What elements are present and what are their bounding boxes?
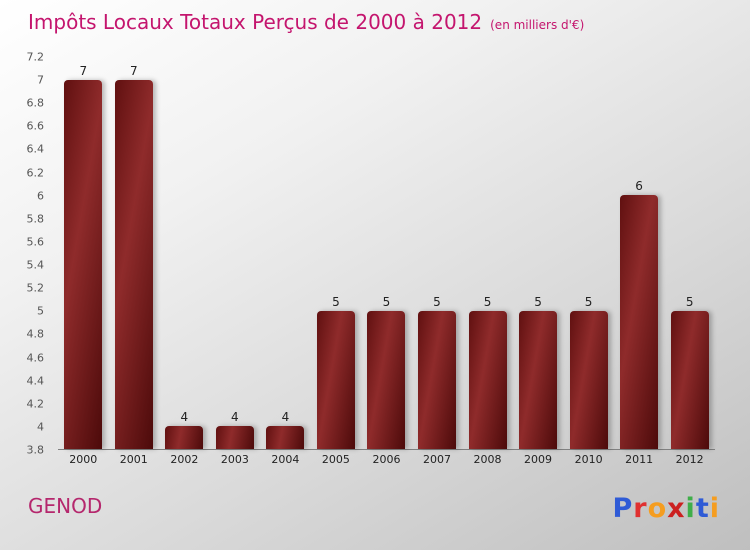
bar-slot: 5 (311, 57, 362, 449)
bar: 5 (367, 295, 406, 449)
bar-value-label: 7 (129, 64, 138, 79)
y-tick-label: 5.4 (26, 258, 45, 272)
bar-value-label: 4 (281, 409, 290, 424)
x-tick-label: 2007 (422, 453, 451, 466)
bar-value-label: 5 (584, 294, 593, 309)
y-tick-label: 6.6 (26, 119, 45, 133)
x-tick-label: 2006 (372, 453, 401, 466)
bar: 7 (64, 64, 103, 449)
bar-value-label: 5 (483, 294, 492, 309)
bar-slot: 5 (412, 57, 463, 449)
bar-slot: 4 (260, 57, 311, 449)
logo-letter: i (709, 493, 720, 524)
y-tick-label: 4.6 (26, 351, 45, 365)
x-tick-label: 2008 (473, 453, 502, 466)
y-tick-label: 4.2 (26, 397, 45, 411)
logo-letter: P (612, 493, 634, 524)
bar: 6 (620, 179, 659, 449)
y-tick-label: 4.4 (26, 374, 45, 388)
x-tick-label: 2010 (574, 453, 603, 466)
y-tick-label: 5.6 (26, 235, 45, 249)
logo-letter: r (633, 493, 648, 524)
bar-slot: 5 (664, 57, 715, 449)
chart-header: Impôts Locaux Totaux Perçus de 2000 à 20… (28, 10, 584, 34)
x-tick-label: 2001 (119, 453, 148, 466)
bar: 5 (569, 295, 608, 449)
logo-letter: x (667, 493, 686, 524)
bar-value-label: 5 (433, 294, 441, 309)
bar: 5 (468, 295, 507, 449)
x-axis: 2000 2001 2002 2003 2004 2005 2006 2007 2008 2009… (58, 453, 715, 466)
bar: 4 (215, 410, 254, 449)
bar-slot: 7 (58, 57, 109, 449)
y-tick-label: 5.8 (26, 212, 45, 226)
bar: 4 (165, 410, 204, 449)
bar: 5 (519, 295, 558, 449)
page-title: Impôts Locaux Totaux Perçus de 2000 à 20… (28, 10, 483, 34)
proxiti-logo: Proxiti (612, 493, 720, 524)
bar: 4 (266, 410, 305, 449)
bar: 5 (316, 295, 355, 449)
x-tick-label: 2004 (271, 453, 300, 466)
bar: 7 (114, 64, 153, 449)
y-tick-label: 4 (37, 420, 44, 434)
bar-value-label: 5 (534, 294, 542, 309)
logo-letter: o (647, 493, 668, 524)
y-tick-label: 5.2 (26, 281, 45, 295)
x-tick-label: 2002 (170, 453, 199, 466)
plot-area: 7 7 4 4 4 5 5 5 5 5 5 6 5 (58, 57, 715, 450)
bar-slot: 5 (462, 57, 513, 449)
y-tick-label: 7.2 (26, 50, 45, 64)
bar-slot: 6 (614, 57, 665, 449)
y-tick-label: 3.8 (26, 443, 45, 457)
y-tick-label: 6.4 (26, 142, 45, 156)
y-tick-label: 6.2 (26, 166, 45, 180)
y-tick-label: 5 (37, 304, 44, 318)
logo-letter: t (695, 493, 710, 524)
x-tick-label: 2012 (675, 453, 704, 466)
bar-value-label: 4 (231, 409, 239, 424)
x-tick-label: 2003 (220, 453, 249, 466)
bar: 5 (417, 295, 456, 449)
bar-value-label: 5 (382, 294, 391, 309)
x-tick-label: 2009 (524, 453, 553, 466)
bar: 5 (670, 295, 709, 449)
bar-value-label: 5 (685, 294, 694, 309)
bar-value-label: 6 (635, 179, 643, 194)
bar-slot: 4 (210, 57, 261, 449)
y-tick-label: 7 (37, 73, 44, 87)
y-tick-label: 6 (37, 189, 44, 203)
bar-value-label: 4 (180, 409, 189, 424)
x-tick-label: 2000 (69, 453, 98, 466)
bar-value-label: 5 (332, 294, 340, 309)
bar-value-label: 7 (79, 64, 88, 79)
bar-slot: 7 (109, 57, 160, 449)
logo-letter: i (685, 493, 696, 524)
y-axis: 7.2 7 6.8 6.6 6.4 6.2 6 5.8 5.6 5.4 5.2 5 4.8 4.6 4.4 4… (0, 51, 50, 457)
y-tick-label: 6.8 (26, 96, 45, 110)
bar-slot: 5 (513, 57, 564, 449)
bar-slot: 5 (361, 57, 412, 449)
bar-slot: 5 (563, 57, 614, 449)
bar-slot: 4 (159, 57, 210, 449)
y-tick-label: 4.8 (26, 327, 45, 341)
x-tick-label: 2011 (625, 453, 654, 466)
page-subtitle: (en milliers d'€) (490, 18, 585, 32)
commune-name: GENOD (28, 494, 103, 518)
x-tick-label: 2005 (321, 453, 350, 466)
